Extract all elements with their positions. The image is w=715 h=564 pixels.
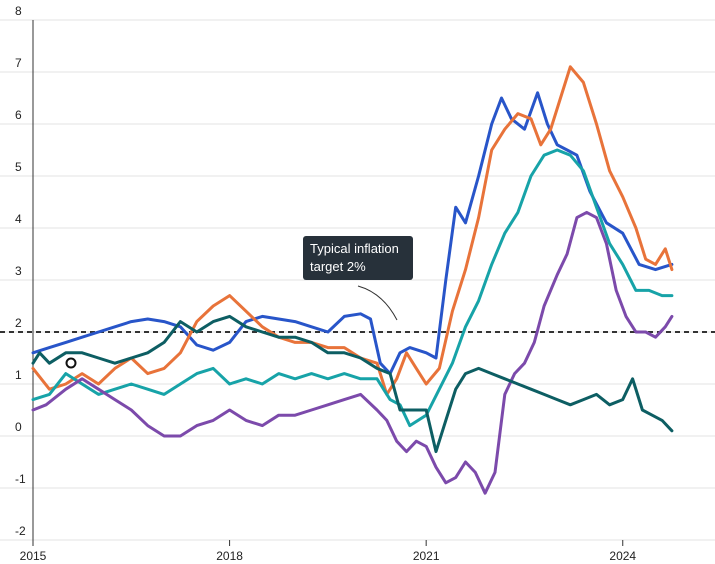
y-tick-label: 3 <box>15 264 22 278</box>
highlight-marker[interactable] <box>65 357 77 369</box>
series-line-3[interactable] <box>31 148 674 428</box>
series-layer <box>31 65 674 495</box>
y-tick-label: 4 <box>15 212 22 226</box>
tick-labels: -2 -1 0 1 2 3 4 5 6 7 8 2015 2018 2021 2024 <box>15 4 636 563</box>
y-tick-label: 2 <box>15 316 22 330</box>
series-line-2[interactable] <box>31 65 674 396</box>
x-tick-label: 2024 <box>609 549 636 563</box>
annotation-leader-line <box>357 285 398 321</box>
x-tick-label: 2021 <box>413 549 440 563</box>
annotation-line-2: target 2% <box>310 259 366 274</box>
y-tick-label: 1 <box>15 368 22 382</box>
series-line-5[interactable] <box>31 314 674 454</box>
annotation-line-1: Typical inflation <box>310 241 399 256</box>
y-tick-label: 7 <box>15 56 22 70</box>
x-tick-label: 2018 <box>216 549 243 563</box>
y-tick-label: 6 <box>15 108 22 122</box>
annotation-callout: Typical inflation target 2% <box>303 236 413 280</box>
y-tick-label: 5 <box>15 160 22 174</box>
y-tick-label: -1 <box>15 472 26 486</box>
y-tick-label: -2 <box>15 524 26 538</box>
y-tick-label: 0 <box>15 420 22 434</box>
gridlines <box>0 19 715 541</box>
x-tick-label: 2015 <box>20 549 47 563</box>
series-line-4[interactable] <box>31 210 674 495</box>
y-tick-label: 8 <box>15 4 22 18</box>
